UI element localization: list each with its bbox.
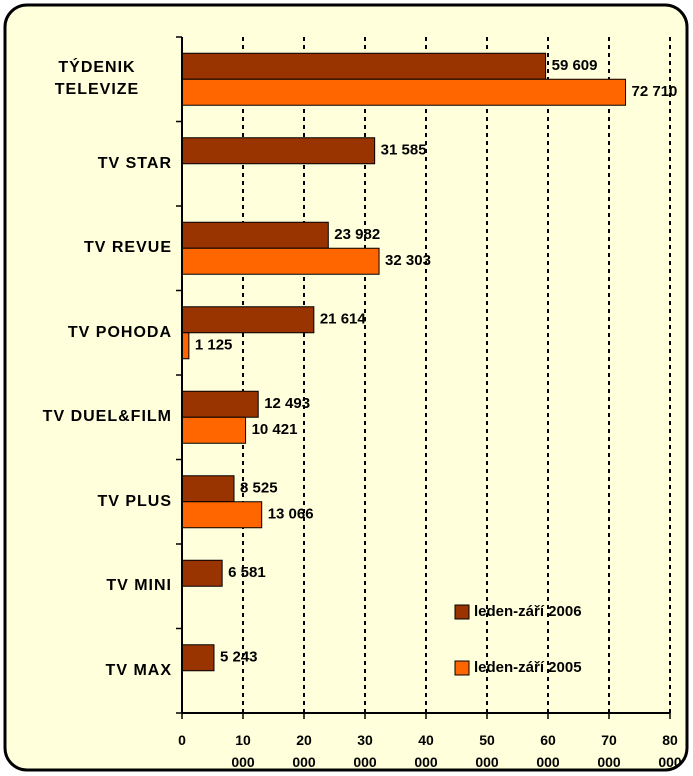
- value-label: 59 609: [552, 57, 598, 74]
- value-label: 72 710: [632, 83, 678, 100]
- x-tick-label: 20 000: [292, 732, 316, 770]
- value-label: 31 585: [381, 142, 427, 159]
- legend-swatch: [454, 660, 470, 676]
- x-tick-label: 0: [178, 732, 186, 748]
- bar: [181, 475, 235, 503]
- y-tick-label: TV DUEL&FILM: [42, 408, 172, 426]
- y-tick-label: TV POHODA: [67, 323, 172, 341]
- value-label: 5 243: [220, 649, 258, 666]
- value-label: 10 421: [252, 421, 298, 438]
- y-tick-label: TV REVUE: [83, 239, 172, 257]
- value-label: 1 125: [195, 337, 233, 354]
- bar: [181, 501, 263, 529]
- value-label: 12 493: [264, 395, 310, 412]
- x-tick-label: 30 000: [353, 732, 377, 770]
- x-tick-label: 70 000: [597, 732, 621, 770]
- chart-frame: [3, 3, 689, 772]
- bar: [181, 416, 247, 444]
- bar: [181, 390, 259, 418]
- legend-label: leden-září 2005: [474, 659, 582, 676]
- y-tick-label: TÝDENIK TELEVIZE: [54, 59, 140, 99]
- value-label: 32 303: [385, 252, 431, 269]
- y-tick-label: TV MAX: [105, 661, 172, 679]
- bar: [181, 221, 329, 249]
- bar: [181, 559, 223, 587]
- bar: [181, 52, 547, 80]
- value-label: 21 614: [320, 311, 367, 328]
- y-tick-label: TV MINI: [106, 577, 172, 595]
- value-label: 23 982: [334, 226, 380, 243]
- bar: [181, 247, 380, 275]
- y-tick-label: TV STAR: [97, 154, 172, 172]
- legend-swatch: [454, 604, 470, 620]
- bar: [181, 137, 376, 165]
- y-tick-label: TV PLUS: [97, 492, 172, 510]
- bar: [181, 644, 215, 672]
- x-tick-label: 50 000: [475, 732, 499, 770]
- x-tick-label: 80 000: [658, 732, 682, 770]
- x-tick-label: 40 000: [414, 732, 438, 770]
- x-tick-label: 60 000: [536, 732, 560, 770]
- value-label: 13 066: [268, 506, 314, 523]
- bar: [181, 306, 315, 334]
- bar: [181, 78, 627, 106]
- legend-label: leden-září 2006: [474, 603, 582, 620]
- value-label: 6 581: [228, 564, 266, 581]
- value-label: 8 525: [240, 480, 278, 497]
- bar: [181, 332, 190, 360]
- x-tick-label: 10 000: [231, 732, 255, 770]
